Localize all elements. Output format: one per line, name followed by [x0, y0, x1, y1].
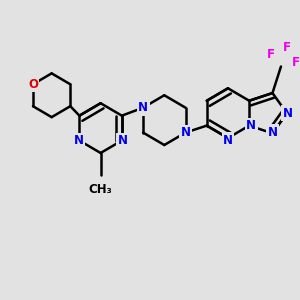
- Text: N: N: [181, 126, 190, 139]
- Text: O: O: [28, 78, 38, 91]
- Text: N: N: [283, 107, 293, 120]
- Text: N: N: [118, 134, 128, 147]
- Text: N: N: [246, 119, 256, 132]
- Text: CH₃: CH₃: [89, 183, 112, 196]
- Text: N: N: [223, 134, 233, 146]
- Text: F: F: [283, 41, 291, 54]
- Text: F: F: [292, 56, 299, 70]
- Text: N: N: [268, 126, 278, 139]
- Text: N: N: [138, 101, 148, 114]
- Text: N: N: [74, 134, 83, 147]
- Text: F: F: [267, 49, 275, 62]
